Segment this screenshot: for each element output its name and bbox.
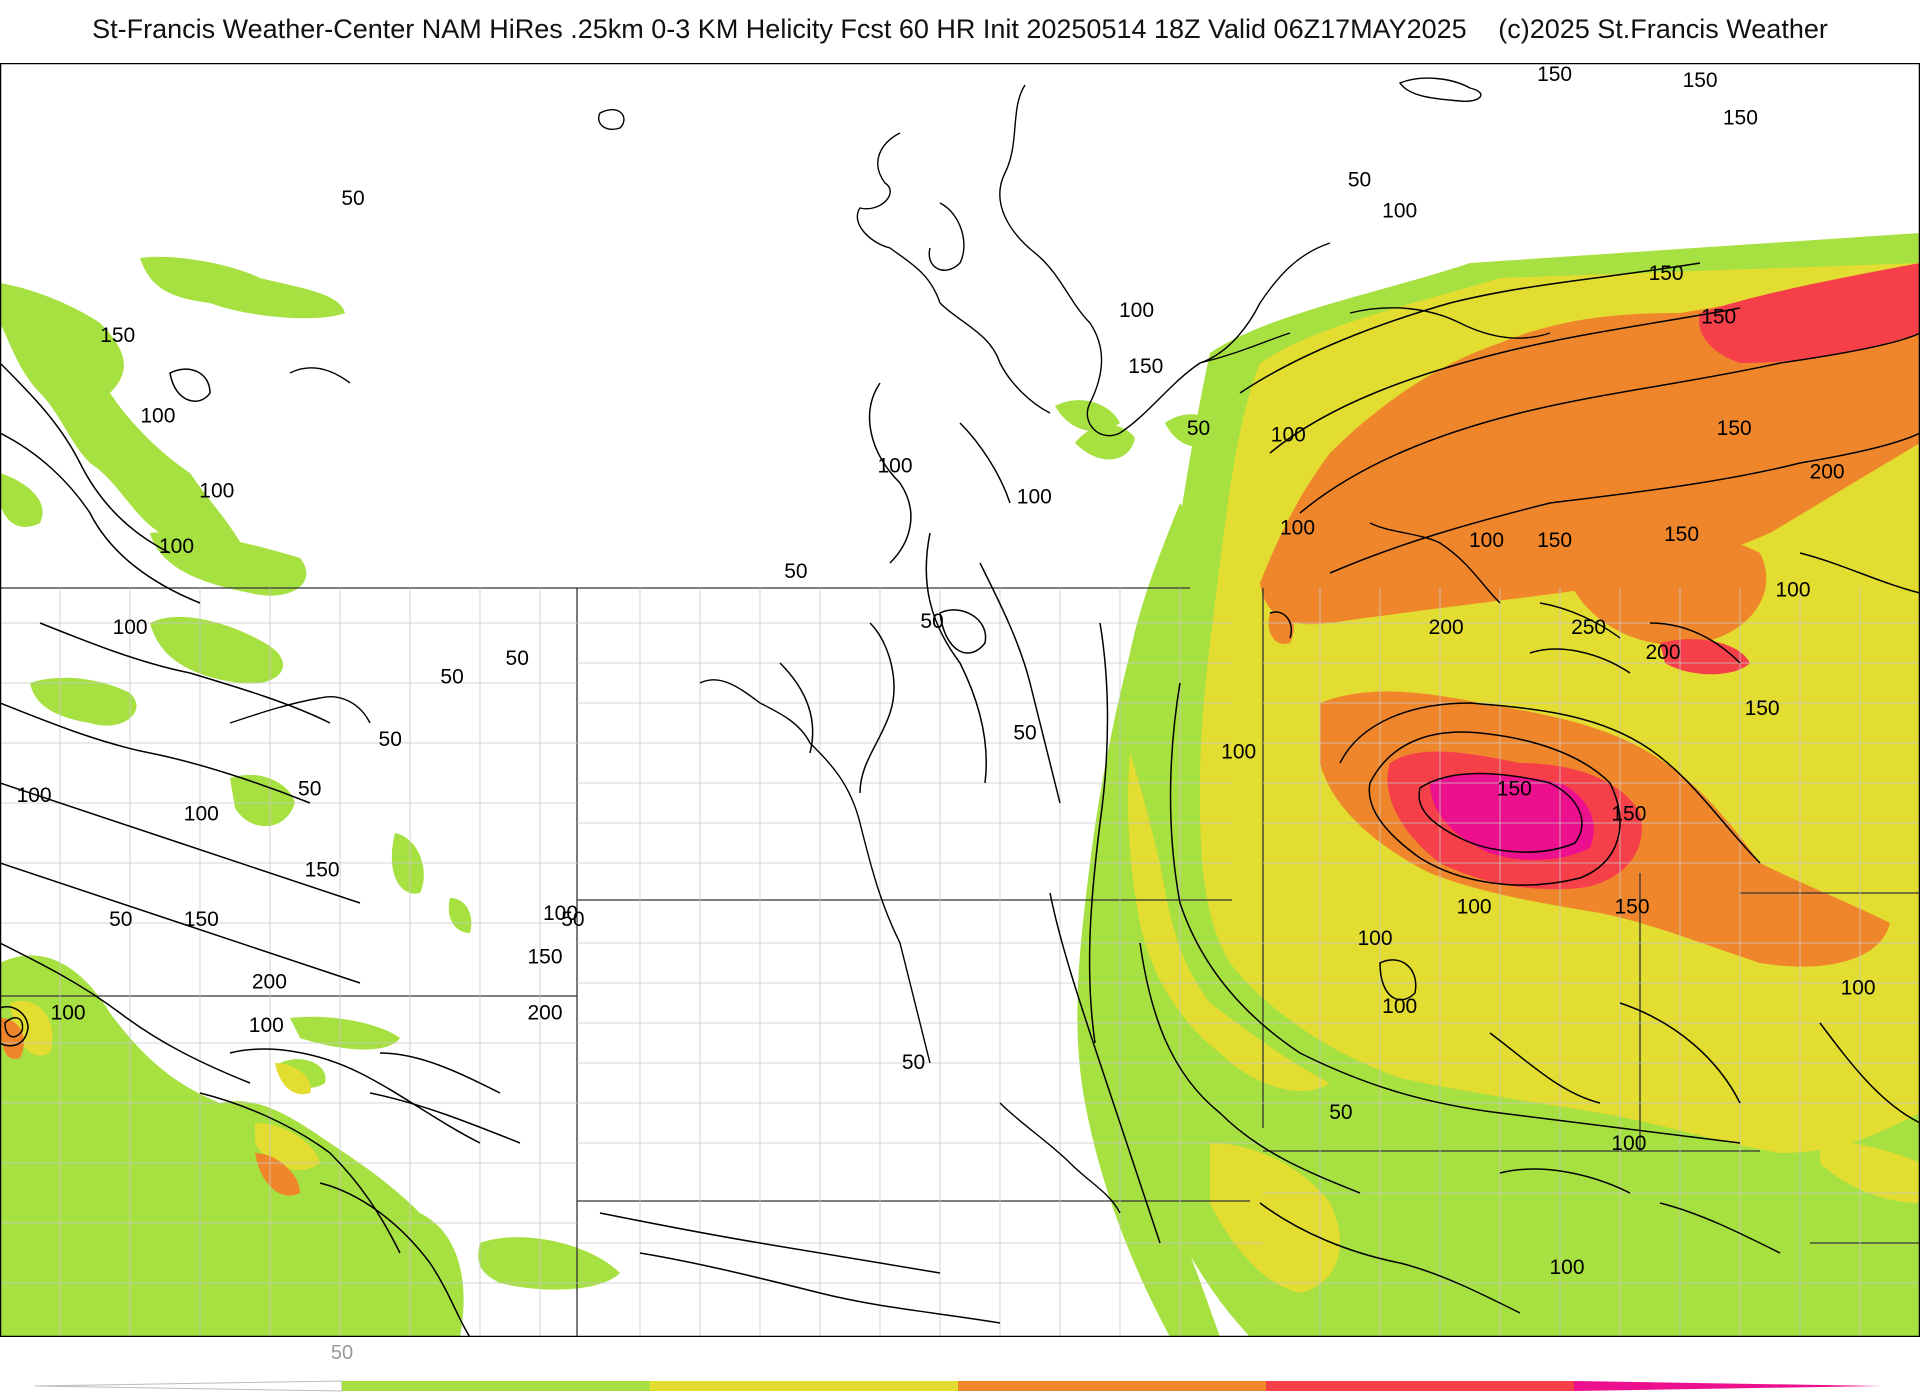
title-text: St-Francis Weather-Center NAM HiRes .25k… — [92, 14, 1467, 44]
contour-label: 150 — [1723, 106, 1758, 129]
contour-label: 100 — [1280, 517, 1315, 540]
coastlines — [229, 77, 1621, 1214]
county-grid — [0, 588, 1920, 1337]
contour-label: 200 — [1810, 461, 1845, 484]
contour-label: 100 — [113, 616, 148, 639]
contour-label: 150 — [184, 908, 219, 931]
color-legend: 50 — [34, 1342, 1882, 1392]
contour-label: 50 — [784, 560, 807, 583]
contour-label: 100 — [140, 405, 175, 428]
contour-label: 150 — [1537, 63, 1572, 86]
contour-label: 100 — [1382, 200, 1417, 223]
contour-label: 200 — [527, 1001, 562, 1024]
contour-label: 100 — [17, 784, 52, 807]
helicity-contours — [0, 262, 1920, 1337]
contour-label: 150 — [1745, 697, 1780, 720]
contour-label: 100 — [1841, 977, 1876, 1000]
legend-band-100 — [650, 1381, 958, 1391]
map-title: St-Francis Weather-Center NAM HiRes .25k… — [0, 14, 1920, 45]
contour-label: 150 — [1611, 803, 1646, 826]
contour-label: 100 — [543, 902, 578, 925]
contour-label: 100 — [159, 535, 194, 558]
contour-label: 100 — [1469, 529, 1504, 552]
contour-label: 100 — [1271, 423, 1306, 446]
contour-label: 100 — [199, 479, 234, 502]
contour-label: 50 — [920, 610, 943, 633]
contour-label: 100 — [1457, 896, 1492, 919]
contour-label: 100 — [1775, 579, 1810, 602]
legend-band-250 — [1574, 1381, 1882, 1391]
contour-label: 100 — [1549, 1256, 1584, 1279]
contour-label: 50 — [1187, 417, 1210, 440]
contour-label: 150 — [1683, 69, 1718, 92]
contour-label: 100 — [249, 1014, 284, 1037]
legend-label: 50 — [331, 1342, 353, 1364]
contour-label: 50 — [440, 666, 463, 689]
contour-label: 50 — [341, 187, 364, 210]
contour-label: 150 — [305, 858, 340, 881]
helicity-fill-250 — [1430, 773, 1594, 860]
contour-label: 50 — [561, 908, 584, 931]
legend-left-cap — [34, 1380, 343, 1392]
contour-label: 100 — [1611, 1132, 1646, 1155]
legend-band-50 — [342, 1381, 650, 1391]
contour-label: 100 — [51, 1001, 86, 1024]
contour-label: 100 — [877, 455, 912, 478]
contour-label: 50 — [298, 778, 321, 801]
contour-label: 150 — [1128, 355, 1163, 378]
contour-label: 50 — [109, 908, 132, 931]
contour-label: 150 — [1497, 778, 1532, 801]
contour-label: 150 — [1717, 417, 1752, 440]
contour-label: 150 — [100, 324, 135, 347]
contour-label: 50 — [1013, 722, 1036, 745]
contour-label: 150 — [1701, 305, 1736, 328]
contour-label: 250 — [1571, 616, 1606, 639]
contour-label: 100 — [1221, 740, 1256, 763]
contour-label: 50 — [1348, 169, 1371, 192]
legend-band-200 — [1266, 1381, 1574, 1391]
contour-label: 50 — [1329, 1101, 1352, 1124]
contour-label: 100 — [1017, 486, 1052, 509]
contour-label: 50 — [379, 728, 402, 751]
legend-band-150 — [958, 1381, 1266, 1391]
contour-label: 200 — [1645, 641, 1680, 664]
contour-label: 50 — [902, 1051, 925, 1074]
contour-label: 150 — [1664, 523, 1699, 546]
contour-label: 50 — [506, 647, 529, 670]
contour-label: 100 — [1382, 995, 1417, 1018]
contour-label: 150 — [527, 945, 562, 968]
contour-label: 200 — [1429, 616, 1464, 639]
contour-label: 100 — [1119, 299, 1154, 322]
contour-label: 150 — [1614, 896, 1649, 919]
copyright-text: (c)2025 St.Francis Weather — [1498, 14, 1828, 44]
contour-label: 150 — [1537, 529, 1572, 552]
contour-label: 200 — [252, 970, 287, 993]
contour-label: 100 — [184, 803, 219, 826]
contour-label: 150 — [1649, 262, 1684, 285]
contour-label: 100 — [1357, 927, 1392, 950]
